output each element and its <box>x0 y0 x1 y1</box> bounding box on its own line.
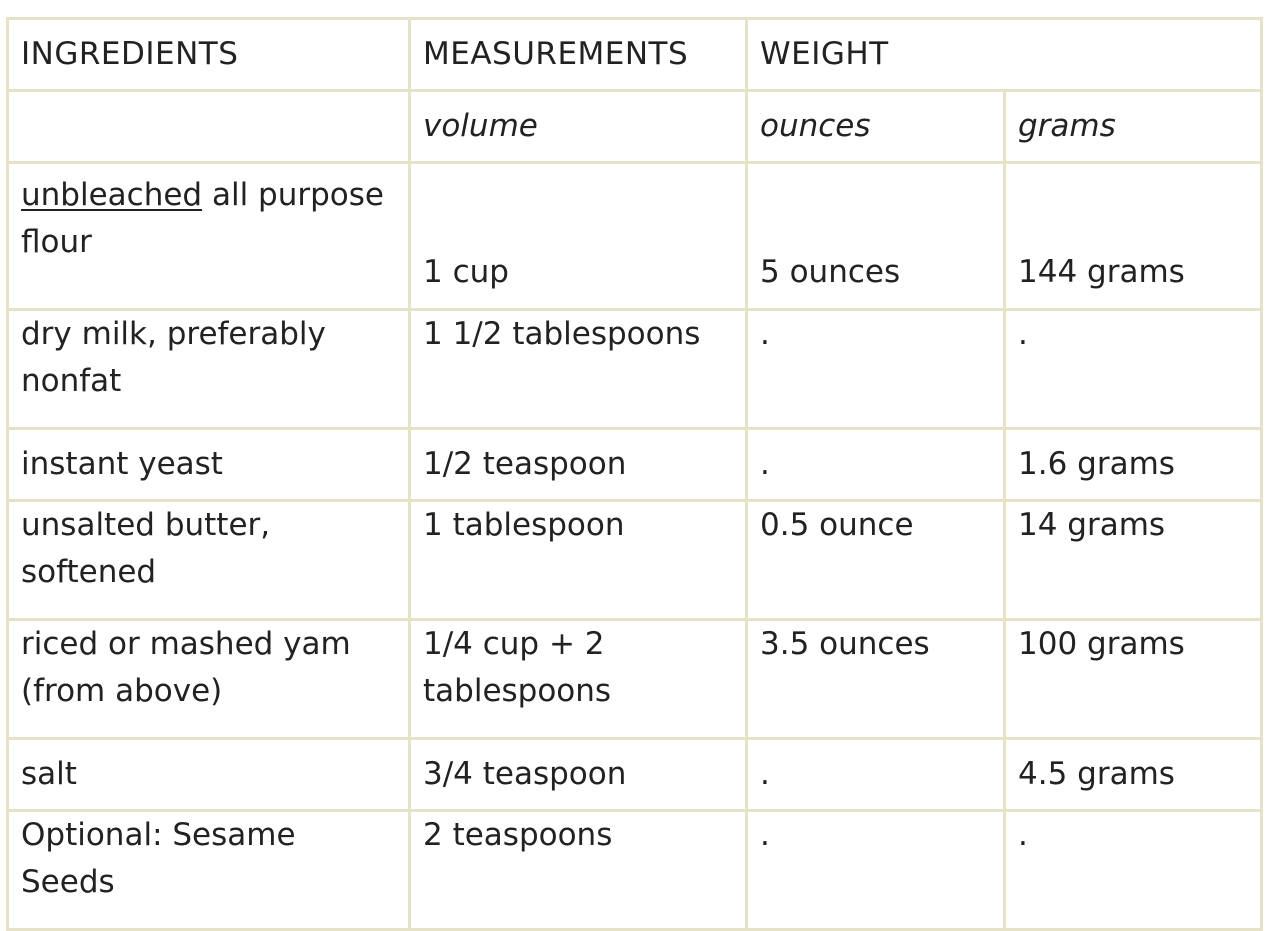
header-row: INGREDIENTS MEASUREMENTS WEIGHT <box>6 17 1263 92</box>
grams-cell: . <box>1003 809 1263 931</box>
ingredient-cell: unbleached all purpose flour <box>6 161 411 311</box>
ounces-cell: . <box>745 308 1006 430</box>
ounces-cell: . <box>745 427 1006 502</box>
ingredient-cell: unsalted butter, softened <box>6 499 411 621</box>
table-row: salt 3/4 teaspoon . 4.5 grams <box>6 737 1263 812</box>
subheader-row: volume ounces grams <box>6 89 1263 164</box>
grams-cell: 14 grams <box>1003 499 1263 621</box>
ounces-cell: . <box>745 809 1006 931</box>
ounces-cell: 3.5 ounces <box>745 618 1006 740</box>
subheader-grams: grams <box>1003 89 1263 164</box>
ingredient-text: all purpose flour <box>21 177 384 260</box>
table-row: unsalted butter, softened 1 tablespoon 0… <box>6 499 1263 621</box>
ounces-cell: 5 ounces <box>745 161 1006 311</box>
volume-cell: 1 1/2 tablespoons <box>408 308 748 430</box>
ingredients-table: INGREDIENTS MEASUREMENTS WEIGHT volume o… <box>6 17 1263 931</box>
volume-cell: 1/2 teaspoon <box>408 427 748 502</box>
table-row: Optional: Sesame Seeds 2 teaspoons . . <box>6 809 1263 931</box>
header-weight: WEIGHT <box>745 17 1263 92</box>
volume-cell: 2 teaspoons <box>408 809 748 931</box>
grams-cell: 100 grams <box>1003 618 1263 740</box>
table-row: dry milk, preferably nonfat 1 1/2 tables… <box>6 308 1263 430</box>
subheader-volume: volume <box>408 89 748 164</box>
ounces-cell: . <box>745 737 1006 812</box>
table-row: instant yeast 1/2 teaspoon . 1.6 grams <box>6 427 1263 502</box>
volume-cell: 1/4 cup + 2 tablespoons <box>408 618 748 740</box>
grams-cell: 1.6 grams <box>1003 427 1263 502</box>
subheader-blank <box>6 89 411 164</box>
header-ingredients: INGREDIENTS <box>6 17 411 92</box>
ingredient-cell: dry milk, preferably nonfat <box>6 308 411 430</box>
table-row: unbleached all purpose flour 1 cup 5 oun… <box>6 161 1263 311</box>
ingredient-cell: riced or mashed yam (from above) <box>6 618 411 740</box>
unbleached-link[interactable]: unbleached <box>21 177 203 213</box>
grams-cell: 144 grams <box>1003 161 1263 311</box>
table-row: riced or mashed yam (from above) 1/4 cup… <box>6 618 1263 740</box>
volume-cell: 3/4 teaspoon <box>408 737 748 812</box>
ounces-cell: 0.5 ounce <box>745 499 1006 621</box>
ingredient-cell: instant yeast <box>6 427 411 502</box>
header-measurements: MEASUREMENTS <box>408 17 748 92</box>
ingredient-cell: salt <box>6 737 411 812</box>
volume-cell: 1 tablespoon <box>408 499 748 621</box>
volume-cell: 1 cup <box>408 161 748 311</box>
grams-cell: 4.5 grams <box>1003 737 1263 812</box>
subheader-ounces: ounces <box>745 89 1006 164</box>
ingredient-cell: Optional: Sesame Seeds <box>6 809 411 931</box>
grams-cell: . <box>1003 308 1263 430</box>
